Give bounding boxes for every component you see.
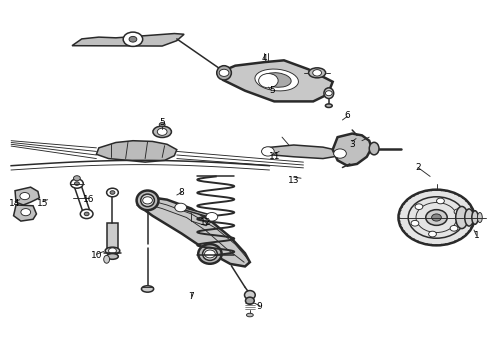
Text: 2: 2 bbox=[415, 163, 421, 172]
Text: 14: 14 bbox=[9, 199, 21, 208]
Circle shape bbox=[204, 250, 215, 258]
Ellipse shape bbox=[137, 190, 159, 210]
Polygon shape bbox=[218, 60, 333, 102]
Text: 4: 4 bbox=[262, 54, 268, 63]
Text: 1: 1 bbox=[473, 231, 479, 240]
Circle shape bbox=[206, 212, 218, 221]
Circle shape bbox=[398, 190, 474, 246]
Circle shape bbox=[415, 204, 423, 210]
Circle shape bbox=[262, 147, 274, 156]
Circle shape bbox=[84, 212, 89, 216]
Circle shape bbox=[157, 128, 167, 135]
Ellipse shape bbox=[456, 206, 468, 229]
Ellipse shape bbox=[105, 247, 120, 254]
Circle shape bbox=[259, 73, 278, 88]
Circle shape bbox=[71, 179, 83, 188]
Circle shape bbox=[123, 32, 143, 46]
Ellipse shape bbox=[472, 211, 478, 224]
Circle shape bbox=[432, 214, 441, 221]
Circle shape bbox=[313, 69, 321, 76]
Polygon shape bbox=[174, 206, 216, 217]
Ellipse shape bbox=[142, 286, 154, 292]
Ellipse shape bbox=[477, 212, 482, 222]
Text: 15: 15 bbox=[37, 199, 49, 208]
Polygon shape bbox=[15, 187, 39, 205]
Polygon shape bbox=[97, 141, 177, 162]
Circle shape bbox=[74, 176, 80, 181]
Circle shape bbox=[143, 197, 152, 204]
Text: 5: 5 bbox=[269, 86, 275, 95]
Circle shape bbox=[429, 231, 437, 237]
Circle shape bbox=[334, 149, 346, 158]
Text: 13: 13 bbox=[288, 176, 299, 185]
Text: 7: 7 bbox=[189, 292, 194, 301]
Text: 12: 12 bbox=[200, 219, 212, 228]
Ellipse shape bbox=[246, 313, 253, 317]
Ellipse shape bbox=[245, 297, 254, 304]
Circle shape bbox=[426, 210, 447, 225]
Polygon shape bbox=[138, 196, 250, 266]
Text: 3: 3 bbox=[349, 140, 355, 149]
Circle shape bbox=[80, 209, 93, 219]
Circle shape bbox=[129, 36, 137, 42]
Ellipse shape bbox=[369, 142, 379, 155]
Polygon shape bbox=[14, 205, 36, 221]
Circle shape bbox=[450, 225, 458, 231]
Ellipse shape bbox=[107, 253, 118, 259]
Polygon shape bbox=[72, 33, 184, 46]
Circle shape bbox=[219, 69, 229, 76]
Circle shape bbox=[437, 198, 444, 204]
Ellipse shape bbox=[324, 88, 334, 99]
Ellipse shape bbox=[217, 66, 231, 80]
Circle shape bbox=[110, 191, 115, 194]
Circle shape bbox=[21, 208, 30, 216]
Circle shape bbox=[74, 182, 79, 185]
Ellipse shape bbox=[198, 244, 221, 264]
Text: 11: 11 bbox=[269, 152, 280, 161]
Ellipse shape bbox=[262, 73, 291, 87]
Ellipse shape bbox=[104, 255, 110, 263]
Circle shape bbox=[159, 122, 165, 127]
Circle shape bbox=[175, 203, 187, 212]
Ellipse shape bbox=[465, 209, 473, 226]
Ellipse shape bbox=[141, 194, 154, 207]
Ellipse shape bbox=[245, 291, 255, 300]
Text: 16: 16 bbox=[83, 195, 95, 204]
Ellipse shape bbox=[202, 248, 217, 260]
Text: 9: 9 bbox=[257, 302, 263, 311]
Ellipse shape bbox=[153, 126, 172, 138]
Ellipse shape bbox=[309, 68, 326, 78]
Circle shape bbox=[325, 91, 332, 96]
Polygon shape bbox=[333, 134, 372, 166]
Polygon shape bbox=[262, 145, 343, 158]
Text: 10: 10 bbox=[91, 251, 102, 260]
Circle shape bbox=[20, 193, 30, 200]
Ellipse shape bbox=[325, 104, 332, 108]
Text: 6: 6 bbox=[344, 111, 350, 120]
Circle shape bbox=[107, 188, 118, 197]
Ellipse shape bbox=[255, 69, 298, 91]
Circle shape bbox=[454, 209, 462, 215]
Circle shape bbox=[109, 248, 116, 253]
Polygon shape bbox=[107, 223, 118, 248]
Text: 8: 8 bbox=[179, 188, 185, 197]
Circle shape bbox=[411, 220, 419, 226]
Text: 5: 5 bbox=[159, 118, 165, 127]
